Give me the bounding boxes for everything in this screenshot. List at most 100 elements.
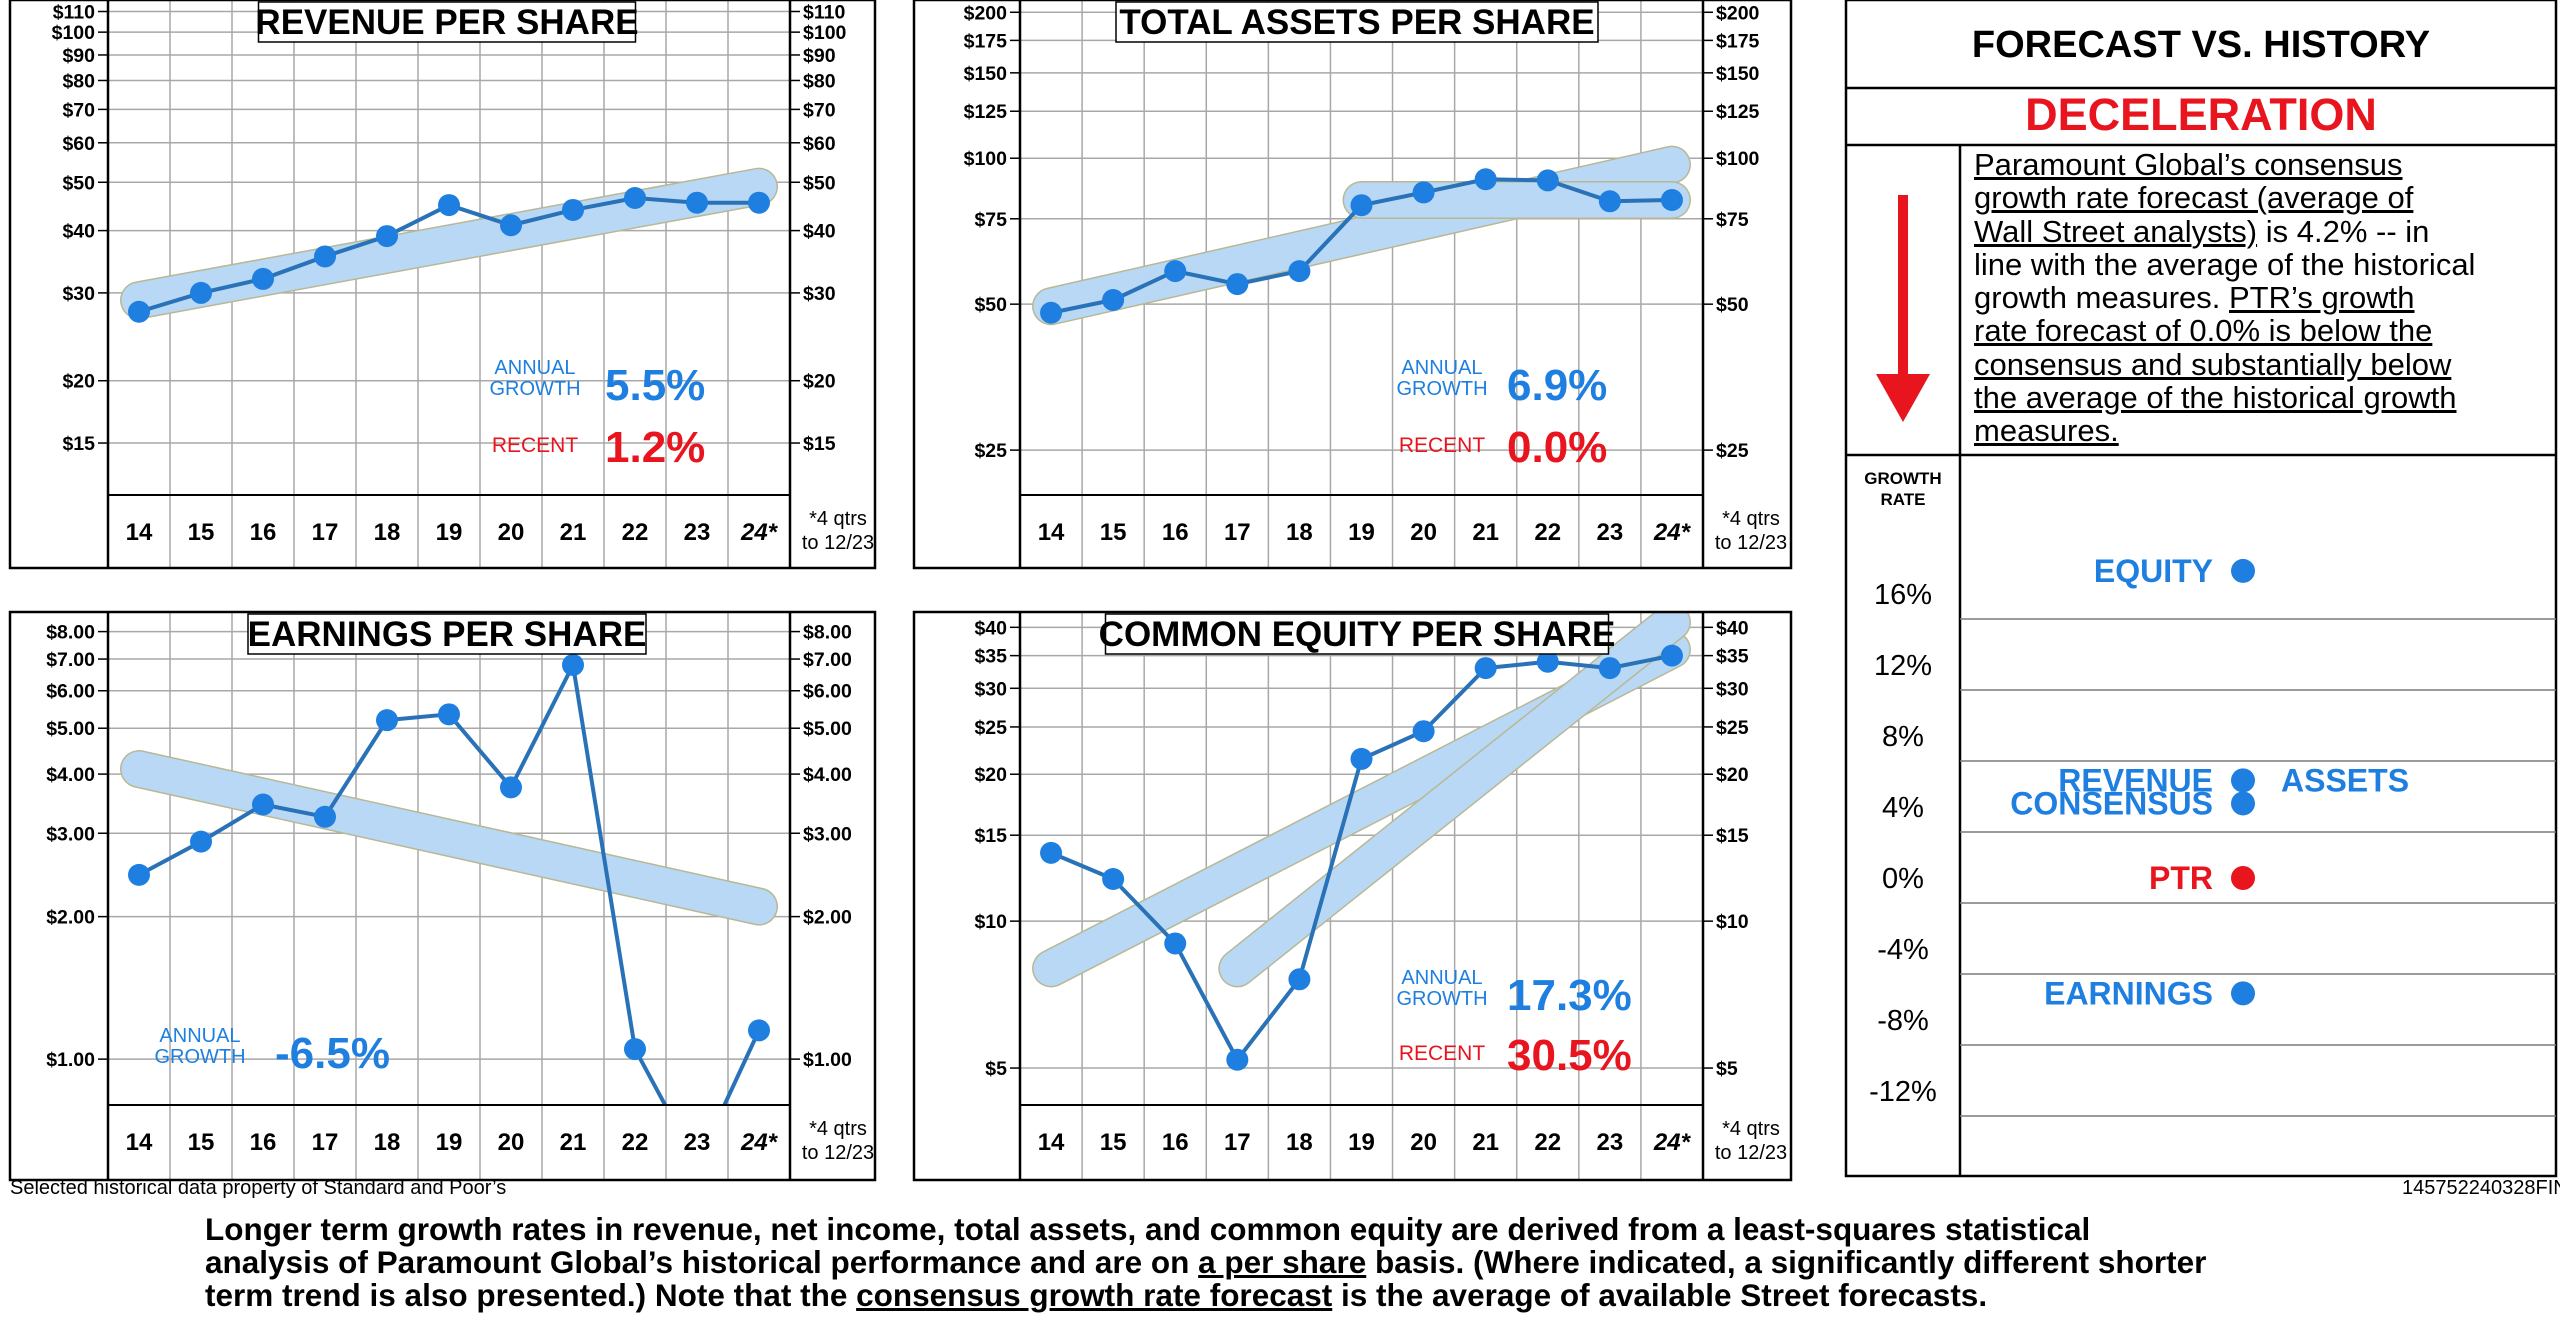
x-tick-label: 16 [250,519,277,546]
forecast-line-3: Wall Street analysts) is 4.2% -- in [1974,213,2430,249]
chart-title: EARNINGS PER SHARE [248,615,647,654]
forecast-point-earnings [2231,981,2255,1006]
annual-label-1: ANNUAL [1401,357,1482,379]
y-tick-label-right: $40 [803,221,836,243]
y-tick-label-right: $15 [803,433,836,455]
methodology-line-3: term trend is also presented.) Note that… [205,1277,1988,1313]
data-point [1412,720,1435,743]
growth-rate-label-2: RATE [1880,490,1925,509]
y-tick-label-left: $8.00 [46,622,95,644]
data-point [500,776,522,799]
trend-bands [120,167,778,320]
y-tick-label-left: $40 [974,617,1007,639]
forecast-tick-label: 12% [1874,650,1932,682]
data-point [1660,644,1683,667]
y-tick-label-left: $100 [964,148,1008,170]
annual-label-2: GROWTH [154,1046,245,1068]
y-tick-label-right: $200 [1716,2,1760,24]
forecast-point-label-revenue: REVENUE [2058,762,2213,798]
trend-bands [1032,612,1691,988]
y-tick-label-right: $150 [1716,63,1760,85]
annual-label-2: GROWTH [1396,378,1487,400]
trend-band [121,751,777,925]
y-tick-label-left: $7.00 [46,649,95,671]
data-point [1536,650,1559,673]
y-tick-label-left: $6.00 [46,681,95,703]
x-tick-label: 16 [1162,1129,1189,1156]
data-point [1598,190,1621,213]
data-point [1474,657,1497,680]
y-tick-label-right: $30 [1716,678,1749,700]
x-tick-label: 15 [1100,1129,1127,1156]
x-tick-label: 14 [1038,519,1065,546]
data-point [252,793,274,816]
x-tick-label: 18 [1286,1129,1313,1156]
forecast-line-8: the average of the historical growth [1974,380,2457,416]
y-tick-label-right: $175 [1716,30,1760,52]
footer-note-line-1: *4 qtrs [809,1118,867,1140]
data-point [1226,1048,1249,1071]
data-point [128,300,150,323]
x-tick-label: 21 [560,1129,587,1156]
forecast-tick-label: -12% [1869,1076,1937,1108]
data-point [1288,968,1311,991]
x-tick-label: 15 [188,519,215,546]
x-tick-label: 18 [1286,519,1313,546]
y-tick-label-left: $125 [964,101,1008,123]
trend-bands [120,750,778,926]
y-tick-label-right: $5.00 [803,718,852,740]
y-tick-label-right: $35 [1716,646,1749,668]
annual-label-1: ANNUAL [494,357,575,379]
y-tick-label-right: $5 [1716,1058,1738,1080]
data-point [624,1038,646,1061]
y-tick-label-right: $50 [1716,294,1749,316]
x-tick-label: 23 [1597,519,1624,546]
x-tick-label: 18 [374,519,401,546]
chart-revenue: $110 $110$100 $100$90 $90$80 $80$70 $70$60 $60… [8,0,877,570]
y-tick-label-right: $20 [1716,764,1749,786]
y-tick-label-left: $175 [964,30,1008,52]
x-tick-label: 14 [1038,1129,1065,1156]
annual-growth-value: 5.5% [605,361,705,410]
data-point [1040,301,1063,324]
data-point [1412,181,1435,204]
data-point [1288,260,1311,283]
y-tick-label-left: $50 [62,172,95,194]
y-tick-label-left: $35 [974,646,1007,668]
data-point [624,186,646,209]
y-tick-label-left: $90 [62,45,95,67]
methodology-line-2: analysis of Paramount Global’s historica… [205,1244,2207,1280]
data-point [1102,288,1125,311]
y-tick-label-left: $150 [964,63,1008,85]
data-point [1536,169,1559,192]
forecast-title: FORECAST VS. HISTORY [1972,24,2430,66]
chart-title: TOTAL ASSETS PER SHARE [1119,3,1594,42]
x-tick-label: 21 [1472,519,1499,546]
x-tick-label: 24* [1653,519,1692,546]
forecast-tick-label: -4% [1877,934,1929,966]
y-tick-label-left: $2.00 [46,907,95,929]
forecast-point-ptr [2231,866,2255,890]
x-tick-label: 20 [498,1129,525,1156]
footer-note-line-1: *4 qtrs [1722,508,1780,530]
y-tick-label-right: $75 [1716,209,1749,231]
y-tick-label-left: $25 [974,717,1007,739]
y-tick-label-right: $2.00 [803,907,852,929]
y-tick-label-left: $15 [62,433,95,455]
forecast-point-label-equity: EQUITY [2094,553,2213,589]
chart-assets: $200 $200 $175 $175 $150 $150 $125 $125 $100 $100… [912,0,1793,570]
footer-note-line-2: to 12/23 [802,532,874,554]
y-tick-label-left: $25 [974,440,1007,462]
methodology-line-1: Longer term growth rates in revenue, net… [205,1211,2091,1247]
forecast-point-consensus [2231,791,2255,816]
annual-label-2: GROWTH [489,378,580,400]
y-tick-label-right: $20 [803,371,836,393]
forecast-point-label-consensus: CONSENSUS [2010,785,2213,821]
series-line-group [128,654,770,1105]
y-tick-label-left: $3.00 [46,823,95,845]
data-point [1226,273,1249,296]
annual-growth-value: 6.9% [1507,361,1607,410]
panel-frame [912,0,1793,570]
